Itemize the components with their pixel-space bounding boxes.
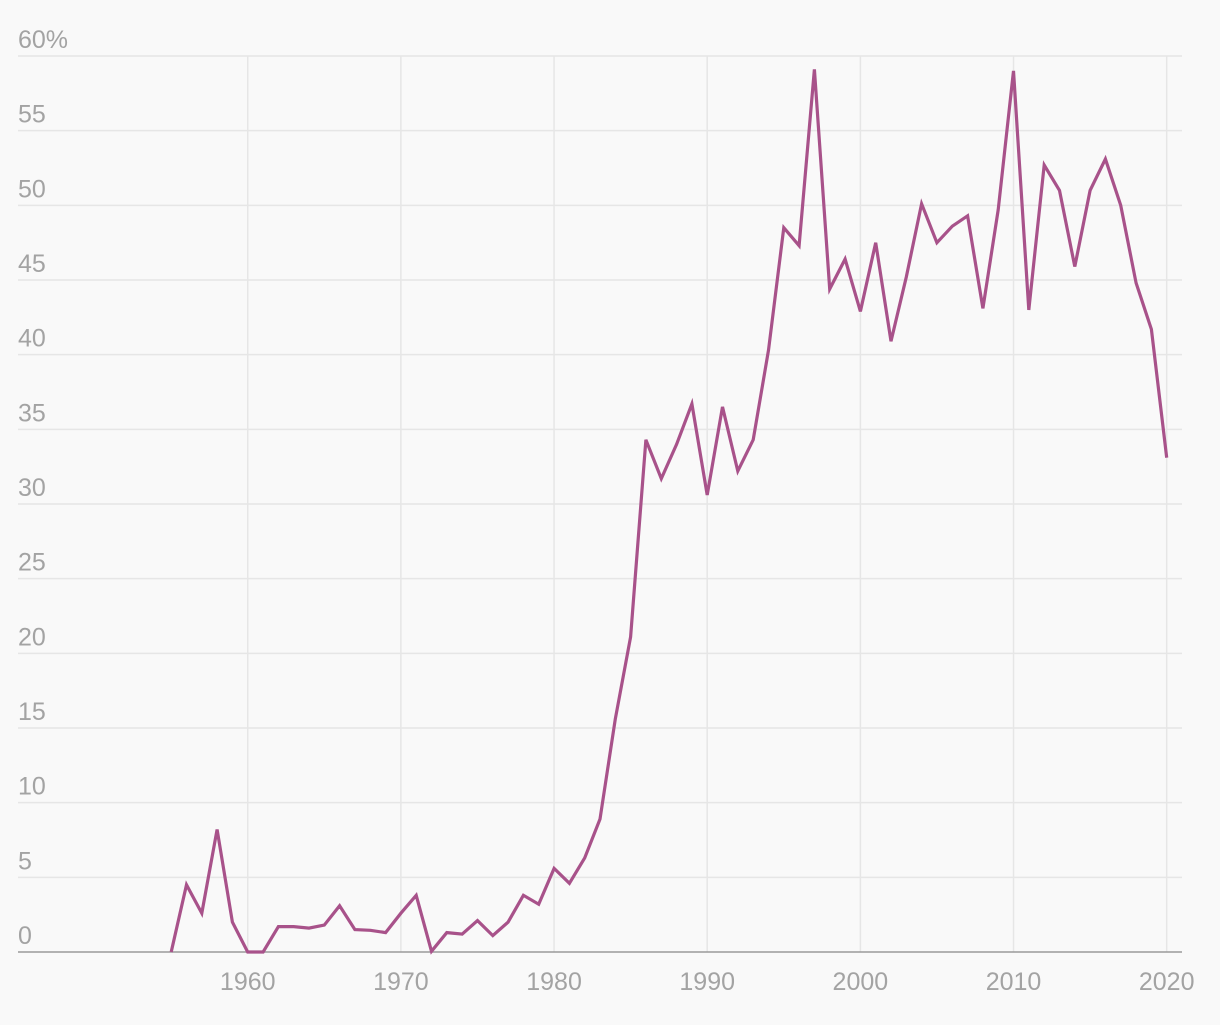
data-point [414, 893, 418, 897]
data-point [368, 928, 372, 932]
data-point [644, 438, 648, 442]
data-point [659, 477, 663, 481]
data-point [1042, 163, 1046, 167]
y-tick-label: 55 [18, 101, 46, 129]
x-tick-label: 1980 [526, 968, 582, 996]
data-point [843, 257, 847, 261]
data-point [476, 919, 480, 923]
x-tick-label: 1970 [373, 968, 429, 996]
data-point [736, 469, 740, 473]
y-tick-label: 0 [18, 922, 32, 950]
data-point [537, 902, 541, 906]
data-point [583, 856, 587, 860]
data-point [598, 817, 602, 821]
data-point [705, 493, 709, 497]
x-axis-tick-labels: 1960 1970 1980 1990 2000 2010 2020 [220, 968, 1195, 996]
x-tick-label: 2010 [986, 968, 1042, 996]
data-point [261, 950, 265, 954]
data-point [935, 241, 939, 245]
data-point [613, 717, 617, 721]
data-point [215, 828, 219, 832]
data-point [491, 934, 495, 938]
x-tick-label: 1960 [220, 968, 276, 996]
y-tick-label: 60% [18, 26, 68, 54]
data-point [797, 244, 801, 248]
data-point [1134, 281, 1138, 285]
data-point [675, 442, 679, 446]
data-point [690, 402, 694, 406]
y-gridlines [18, 55, 1182, 879]
data-point [460, 932, 464, 936]
data-point [966, 214, 970, 218]
data-point [858, 309, 862, 313]
y-tick-label: 15 [18, 698, 46, 726]
data-point [950, 224, 954, 228]
data-point [185, 883, 189, 887]
data-point [552, 866, 556, 870]
data-point [1073, 265, 1077, 269]
data-point [506, 920, 510, 924]
y-tick-label: 25 [18, 549, 46, 577]
data-point [751, 438, 755, 442]
data-point [629, 635, 633, 639]
y-tick-label: 45 [18, 250, 46, 278]
data-point [1165, 456, 1169, 460]
data-point [200, 911, 204, 915]
data-point [1088, 188, 1092, 192]
data-point [338, 904, 342, 908]
data-point [904, 275, 908, 279]
data-point [246, 950, 250, 954]
x-tick-label: 2000 [833, 968, 889, 996]
x-tick-label: 1990 [679, 968, 735, 996]
data-point [1119, 203, 1123, 207]
data-point [307, 926, 311, 930]
data-point [889, 339, 893, 343]
data-point [1027, 308, 1031, 312]
data-point [292, 925, 296, 929]
data-point [230, 920, 234, 924]
data-point [430, 949, 434, 953]
data-point [169, 950, 173, 954]
data-point [996, 208, 1000, 212]
data-point [1149, 327, 1153, 331]
data-point [1012, 69, 1016, 73]
data-point [521, 893, 525, 897]
y-tick-label: 30 [18, 474, 46, 502]
data-point [828, 287, 832, 291]
data-point [1058, 188, 1062, 192]
series-line [169, 69, 1169, 955]
y-tick-label: 10 [18, 773, 46, 801]
y-tick-label: 35 [18, 399, 46, 427]
data-point [445, 931, 449, 935]
data-point [920, 202, 924, 206]
data-point [399, 911, 403, 915]
data-point [721, 405, 725, 409]
y-tick-label: 20 [18, 623, 46, 651]
data-point [1103, 157, 1107, 161]
y-tick-label: 50 [18, 175, 46, 203]
y-tick-label: 40 [18, 325, 46, 353]
data-point [874, 241, 878, 245]
data-point [567, 881, 571, 885]
data-point [812, 67, 816, 71]
data-point [276, 925, 280, 929]
data-point [322, 923, 326, 927]
data-point [353, 928, 357, 932]
data-point [981, 306, 985, 310]
series-group [169, 67, 1169, 955]
data-point [782, 226, 786, 230]
data-point [767, 348, 771, 352]
y-axis-tick-labels: 0 5 10 15 20 25 30 35 40 45 50 55 60% [18, 26, 68, 950]
data-point [384, 931, 388, 935]
x-tick-label: 2020 [1139, 968, 1195, 996]
y-tick-label: 5 [18, 847, 32, 875]
